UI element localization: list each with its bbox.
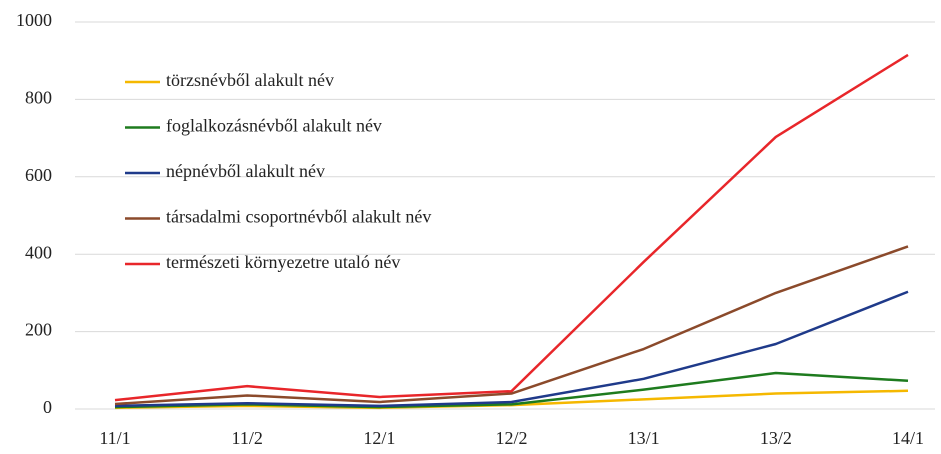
x-tick-label: 12/1 <box>363 428 395 448</box>
y-tick-label: 800 <box>25 88 52 108</box>
x-tick-label: 12/2 <box>495 428 527 448</box>
legend-label: foglalkozásnévből alakult név <box>166 116 382 136</box>
legend-label: természeti környezetre utaló név <box>166 252 400 272</box>
series-line <box>114 290 909 408</box>
series-line <box>114 53 909 402</box>
y-tick-label: 200 <box>25 320 52 340</box>
legend-label: népnévből alakult név <box>166 161 325 181</box>
x-tick-label: 13/2 <box>760 428 792 448</box>
y-tick-label: 0 <box>43 397 52 417</box>
legend-label: törzsnévből alakult név <box>166 70 334 90</box>
y-tick-label: 1000 <box>16 10 52 30</box>
y-tick-label: 400 <box>25 242 52 262</box>
legend-label: társadalmi csoportnévből alakult név <box>166 207 431 227</box>
x-tick-label: 11/1 <box>99 428 130 448</box>
y-tick-label: 600 <box>25 165 52 185</box>
x-tick-label: 11/2 <box>231 428 262 448</box>
series-line <box>114 245 909 406</box>
x-tick-label: 14/1 <box>892 428 924 448</box>
x-tick-label: 13/1 <box>628 428 660 448</box>
